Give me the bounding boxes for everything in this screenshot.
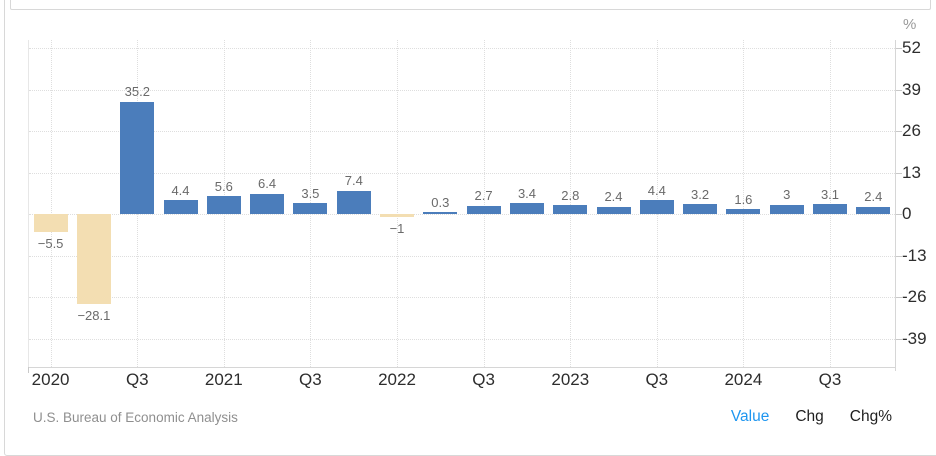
y-tick-label: -39	[902, 329, 927, 348]
bar-value-label: 35.2	[124, 84, 150, 100]
x-tick-label: Q3	[299, 370, 322, 389]
bar-value-label: 7.4	[344, 173, 363, 189]
y-axis-tick	[895, 48, 902, 49]
bar-value-label: 6.4	[258, 176, 277, 192]
gridline-vertical	[570, 40, 572, 367]
bar[interactable]	[206, 196, 241, 215]
bar-value-label: 3	[783, 187, 791, 203]
bar[interactable]	[639, 200, 674, 215]
bar-value-label: 2.8	[561, 187, 580, 203]
x-axis-line	[28, 367, 896, 368]
series-mode-toggle: Value Chg Chg%	[731, 408, 892, 426]
gridline-vertical	[743, 40, 745, 367]
y-axis-tick	[895, 339, 902, 340]
bar-value-label: −5.5	[37, 235, 64, 251]
gridline-horizontal	[29, 173, 895, 174]
bar[interactable]	[856, 206, 891, 215]
x-tick-label: Q3	[472, 370, 495, 389]
bar[interactable]	[380, 214, 414, 218]
gridline-vertical	[397, 40, 398, 367]
bar-value-label: 2.4	[604, 189, 623, 204]
mode-chg-pct-button[interactable]: Chg%	[849, 408, 892, 425]
gridline-vertical	[483, 40, 485, 367]
x-tick-label: 2024	[724, 370, 763, 389]
bar[interactable]	[250, 193, 285, 215]
x-tick-label: 2020	[31, 370, 70, 389]
gridline-horizontal	[29, 48, 895, 49]
bar[interactable]	[33, 214, 68, 232]
x-tick-label: 2021	[204, 370, 243, 389]
gridline-horizontal	[29, 90, 895, 91]
gridline-horizontal	[29, 256, 895, 257]
x-tick-label: 2023	[551, 370, 590, 389]
gridline-horizontal	[29, 131, 895, 132]
bar-value-label: 1.6	[734, 191, 753, 207]
gridline-vertical	[50, 40, 52, 367]
bar-value-label: −1	[389, 221, 405, 237]
y-tick-label: 26	[902, 121, 921, 140]
bar[interactable]	[726, 209, 761, 215]
y-tick-label: -26	[902, 287, 927, 306]
y-axis-tick	[895, 214, 902, 215]
bar[interactable]	[466, 205, 501, 215]
bar[interactable]	[120, 101, 155, 215]
y-axis-tick	[895, 256, 902, 257]
y-tick-label: 0	[902, 204, 912, 223]
y-axis-unit-label: %	[903, 16, 917, 33]
y-tick-label: 52	[902, 38, 921, 57]
x-tick-label: Q3	[125, 370, 149, 389]
y-tick-label: -13	[902, 246, 927, 265]
toolbar-remnant	[10, 0, 931, 10]
bar[interactable]	[553, 205, 588, 215]
y-tick-label: 13	[902, 163, 921, 182]
gridline-horizontal	[29, 297, 895, 298]
bar-value-label: 4.4	[171, 182, 190, 198]
bar[interactable]	[769, 204, 804, 215]
bar-value-label: 2.4	[864, 189, 883, 204]
bar[interactable]	[76, 214, 111, 304]
gridline-horizontal	[29, 214, 895, 215]
bar-value-label: 4.4	[647, 182, 666, 198]
chart-card	[4, 0, 936, 456]
bar-value-label: 3.2	[691, 186, 710, 202]
source-attribution-link[interactable]: U.S. Bureau of Economic Analysis	[33, 410, 238, 425]
x-tick-label: 2022	[378, 370, 416, 389]
mode-chg-button[interactable]: Chg	[795, 408, 824, 425]
bar[interactable]	[510, 203, 544, 215]
y-axis-tick	[895, 297, 902, 298]
y-axis-tick	[895, 173, 902, 174]
bar-value-label: −28.1	[77, 308, 111, 323]
y-axis-tick	[895, 90, 902, 91]
mode-value-button[interactable]: Value	[730, 408, 770, 425]
plot-left-edge	[28, 40, 29, 367]
bar-value-label: 2.7	[474, 188, 493, 204]
bar[interactable]	[423, 212, 458, 215]
bar[interactable]	[813, 204, 847, 215]
bar[interactable]	[683, 204, 718, 215]
bar-value-label: 3.4	[517, 185, 537, 201]
y-tick-label: 39	[902, 80, 921, 99]
bar-value-label: 0.3	[431, 194, 450, 210]
bar-value-label: 5.6	[214, 178, 233, 194]
bar[interactable]	[293, 203, 328, 215]
x-tick-label: Q3	[818, 370, 842, 389]
bar[interactable]	[336, 190, 371, 215]
gridline-vertical	[830, 40, 831, 367]
bar[interactable]	[163, 200, 198, 215]
y-axis-tick	[895, 131, 902, 132]
bar-value-label: 3.1	[820, 186, 840, 202]
bar[interactable]	[596, 206, 631, 215]
bar-value-label: 3.5	[301, 185, 320, 201]
x-tick-label: Q3	[645, 370, 669, 389]
gridline-horizontal	[29, 339, 895, 340]
x-axis-edge-tick	[28, 367, 29, 373]
y-axis-line	[895, 40, 896, 371]
